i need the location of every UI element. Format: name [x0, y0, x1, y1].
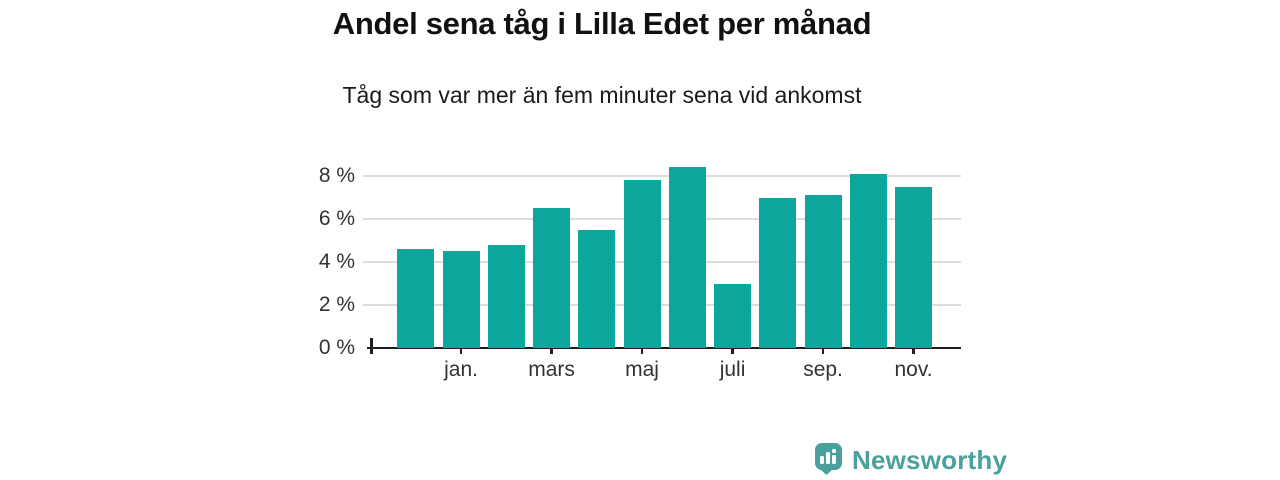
y-axis-label: 2 %	[318, 293, 355, 316]
bar-mars	[533, 208, 571, 348]
bar-dec	[397, 249, 435, 348]
x-axis-tick	[912, 348, 915, 354]
x-axis-label: juli	[719, 358, 746, 381]
x-axis-tick	[731, 348, 734, 354]
bar-feb	[487, 244, 525, 348]
x-axis-label: maj	[625, 358, 659, 381]
x-axis-tick	[550, 348, 553, 354]
x-axis-origin-tick	[370, 338, 373, 354]
logo-bar-3	[832, 455, 836, 464]
y-axis-label: 4 %	[318, 250, 355, 273]
logo-bar-2	[826, 452, 830, 464]
y-axis-label: 8 %	[318, 164, 355, 187]
bar-aug	[759, 197, 797, 348]
logo-bar-1	[820, 456, 824, 464]
page-title: Andel sena tåg i Lilla Edet per månad	[332, 6, 872, 41]
newsworthy-brand: Newsworthy	[815, 443, 1007, 479]
x-axis-tick	[640, 348, 644, 354]
bar-juni	[668, 167, 706, 348]
x-axis-label: jan.	[444, 358, 478, 381]
gridline-8	[363, 175, 961, 177]
bar-maj	[623, 180, 661, 348]
y-axis-label: 6 %	[318, 207, 355, 230]
bar-sep	[804, 195, 842, 348]
plot-area: 0 % 2 % 4 % 6 % 8 % jan. mars maj juli sep. nov.	[319, 159, 961, 381]
brand-label: Newsworthy	[852, 445, 1008, 475]
chart-header: Andel sena tåg i Lilla Edet per månad Tå…	[240, 0, 964, 108]
logo-dot	[832, 449, 836, 453]
x-axis-label: nov.	[894, 358, 933, 381]
x-axis-line	[367, 346, 961, 349]
newsworthy-logo-icon	[815, 443, 842, 478]
gridline-6	[363, 218, 961, 220]
bar-apr	[578, 229, 616, 348]
bar-jan	[442, 251, 480, 348]
x-axis-tick	[459, 348, 463, 354]
y-axis-label: 0 %	[318, 336, 355, 359]
gridline-2	[363, 304, 961, 306]
x-axis-label: mars	[528, 358, 575, 381]
bar-nov	[895, 186, 933, 348]
x-axis-label: sep.	[803, 358, 843, 381]
bar-juli	[714, 283, 752, 348]
bar-okt	[849, 173, 887, 348]
gridline-4	[363, 261, 961, 263]
x-axis-tick	[821, 348, 825, 354]
chart-subtitle: Tåg som var mer än fem minuter sena vid …	[342, 82, 862, 108]
